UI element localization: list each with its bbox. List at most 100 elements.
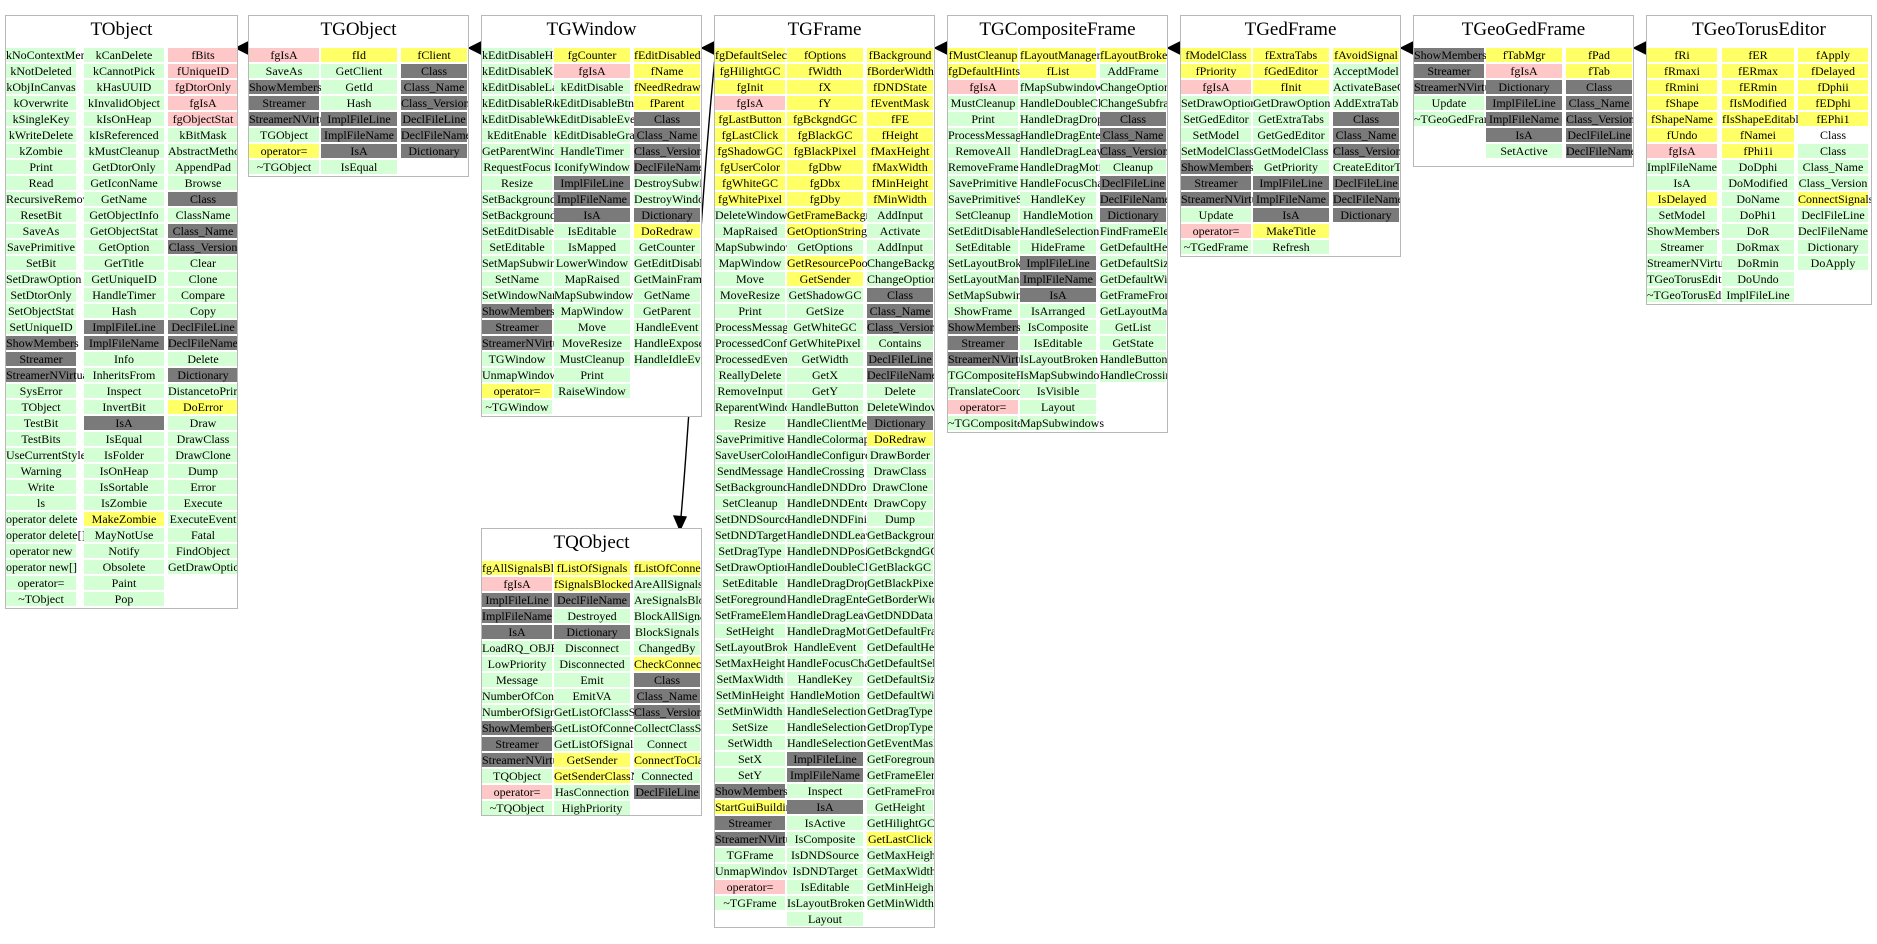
member-entry[interactable]: HandleDragEnter — [787, 592, 872, 606]
member-entry[interactable]: fgIsA — [1647, 144, 1717, 158]
member-entry[interactable]: GetTitle — [84, 256, 164, 270]
member-entry[interactable]: fUndo — [1647, 128, 1717, 142]
member-entry[interactable]: kEditDisableWidth — [482, 112, 575, 126]
member-entry[interactable]: ClassName — [168, 208, 237, 222]
member-entry[interactable]: MapSubwindows — [554, 288, 639, 302]
member-entry[interactable]: LoadRQ_OBJECT — [482, 641, 574, 655]
member-entry[interactable]: HandleMotion — [787, 688, 863, 702]
member-entry[interactable]: kEditDisableResize — [482, 96, 577, 110]
member-entry[interactable]: kNotDeleted — [6, 64, 76, 78]
member-entry[interactable]: SetModelClass — [1181, 144, 1254, 158]
member-entry[interactable]: IsEditable — [1020, 336, 1096, 350]
member-entry[interactable]: fEventMask — [867, 96, 933, 110]
member-entry[interactable]: Update — [1414, 96, 1484, 110]
member-entry[interactable]: Dictionary — [1333, 208, 1399, 222]
member-entry[interactable]: Class_Version — [867, 320, 935, 334]
member-entry[interactable]: fListOfConnections — [634, 561, 701, 575]
member-entry[interactable]: InvertBit — [84, 400, 164, 414]
member-entry[interactable]: fgDtorOnly — [168, 80, 237, 94]
member-entry[interactable]: SetMinHeight — [715, 688, 785, 702]
member-entry[interactable]: Class_Version — [401, 96, 469, 110]
member-entry[interactable]: kEditEnable — [482, 128, 552, 142]
member-entry[interactable]: GetDefaultSize — [1100, 256, 1168, 270]
member-entry[interactable]: SendMessage — [715, 464, 785, 478]
member-entry[interactable]: IsA — [1020, 288, 1096, 302]
member-entry[interactable]: TranslateCoordinates — [948, 384, 1051, 398]
member-entry[interactable]: DeclFileLine — [1100, 176, 1166, 190]
member-entry[interactable]: DeclFileName — [554, 593, 630, 607]
member-entry[interactable]: Error — [168, 480, 237, 494]
member-entry[interactable]: HandleEvent — [787, 640, 863, 654]
member-entry[interactable]: fMustCleanup — [948, 48, 1018, 62]
member-entry[interactable]: Write — [6, 480, 76, 494]
member-entry[interactable]: ProcessedEvent — [715, 352, 791, 366]
member-entry[interactable]: Streamer — [1181, 176, 1251, 190]
member-entry[interactable]: DeclFileLine — [401, 112, 467, 126]
member-entry[interactable]: fPad — [1566, 48, 1632, 62]
member-entry[interactable]: Dump — [867, 512, 933, 526]
member-entry[interactable]: kEditDisableKeyEnable — [482, 64, 598, 78]
member-entry[interactable]: Warning — [6, 464, 76, 478]
member-entry[interactable]: SetDragType — [715, 544, 785, 558]
member-entry[interactable]: ShowMembers — [482, 721, 555, 735]
member-entry[interactable]: fGedEditor — [1253, 64, 1329, 78]
member-entry[interactable]: ~TObject — [6, 592, 76, 606]
member-entry[interactable]: Streamer — [6, 352, 76, 366]
member-entry[interactable]: GetDrawOption — [168, 560, 238, 574]
member-entry[interactable]: DrawBorder — [867, 448, 933, 462]
member-entry[interactable]: Copy — [168, 304, 237, 318]
member-entry[interactable]: Emit — [554, 673, 630, 687]
member-entry[interactable]: ShowMembers — [1414, 48, 1487, 62]
member-entry[interactable]: SaveUserColor — [715, 448, 789, 462]
member-entry[interactable]: SetEditDisabled — [482, 224, 560, 238]
member-entry[interactable]: GetSender — [554, 753, 630, 767]
member-entry[interactable]: ImplFileName — [482, 609, 552, 623]
member-entry[interactable]: GetDefaultHeight — [1100, 240, 1168, 254]
member-entry[interactable]: ImplFileLine — [1253, 176, 1329, 190]
member-entry[interactable]: DeclFileName — [1333, 192, 1401, 206]
member-entry[interactable]: FindFrameElement — [1100, 224, 1168, 238]
member-entry[interactable]: kEditDisable — [554, 80, 630, 94]
member-entry[interactable]: fRi — [1647, 48, 1717, 62]
member-entry[interactable]: SetHeight — [715, 624, 785, 638]
member-entry[interactable]: fRmaxi — [1647, 64, 1717, 78]
member-entry[interactable]: SetMapSubwindows — [482, 256, 582, 270]
member-entry[interactable]: DrawCopy — [867, 496, 933, 510]
member-entry[interactable]: Class — [867, 288, 933, 302]
member-entry[interactable]: Inspect — [84, 384, 164, 398]
member-entry[interactable]: IsA — [482, 625, 552, 639]
member-entry[interactable]: GetMainFrame — [634, 272, 702, 286]
member-entry[interactable]: fgIsA — [1486, 64, 1562, 78]
member-entry[interactable]: GetDefaultSelectedBackground — [867, 656, 935, 670]
member-entry[interactable]: HandleButton — [1100, 352, 1168, 366]
member-entry[interactable]: Connect — [634, 737, 700, 751]
member-entry[interactable]: DeclFileName — [1100, 192, 1168, 206]
member-entry[interactable]: SetDNDTarget — [715, 528, 787, 542]
member-entry[interactable]: kIsOnHeap — [84, 112, 164, 126]
member-entry[interactable]: fLayoutBroken — [1100, 48, 1168, 62]
member-entry[interactable]: Class_Name — [1333, 128, 1399, 142]
member-entry[interactable]: Streamer — [1647, 240, 1717, 254]
member-entry[interactable]: DeclFileLine — [168, 320, 237, 334]
member-entry[interactable]: SetLayoutBroken — [715, 640, 800, 654]
member-entry[interactable]: fDphii — [1798, 80, 1868, 94]
member-entry[interactable]: IsA — [84, 416, 164, 430]
member-entry[interactable]: Class — [1333, 112, 1399, 126]
member-entry[interactable]: Layout — [787, 912, 863, 926]
member-entry[interactable]: Class_Name — [401, 80, 467, 94]
member-entry[interactable]: ShowMembers — [6, 336, 79, 350]
member-entry[interactable]: ShowFrame — [948, 304, 1018, 318]
member-entry[interactable]: GetBckgndGC — [867, 544, 935, 558]
member-entry[interactable]: HandleDragMotion — [1020, 160, 1114, 174]
member-entry[interactable]: ImplFileLine — [482, 593, 552, 607]
member-entry[interactable]: RemoveFrame — [948, 160, 1019, 174]
member-entry[interactable]: Dictionary — [1486, 80, 1562, 94]
member-entry[interactable]: Disconnected — [554, 657, 630, 671]
member-entry[interactable]: SetSize — [715, 720, 785, 734]
member-entry[interactable]: kCannotPick — [84, 64, 164, 78]
member-entry[interactable]: ChangeSubframesBackground — [1100, 96, 1168, 110]
member-entry[interactable]: IsOnHeap — [84, 464, 164, 478]
member-entry[interactable]: GetOptionString — [787, 224, 867, 238]
member-entry[interactable]: HighPriority — [554, 801, 630, 815]
member-entry[interactable]: MapWindow — [554, 304, 630, 318]
